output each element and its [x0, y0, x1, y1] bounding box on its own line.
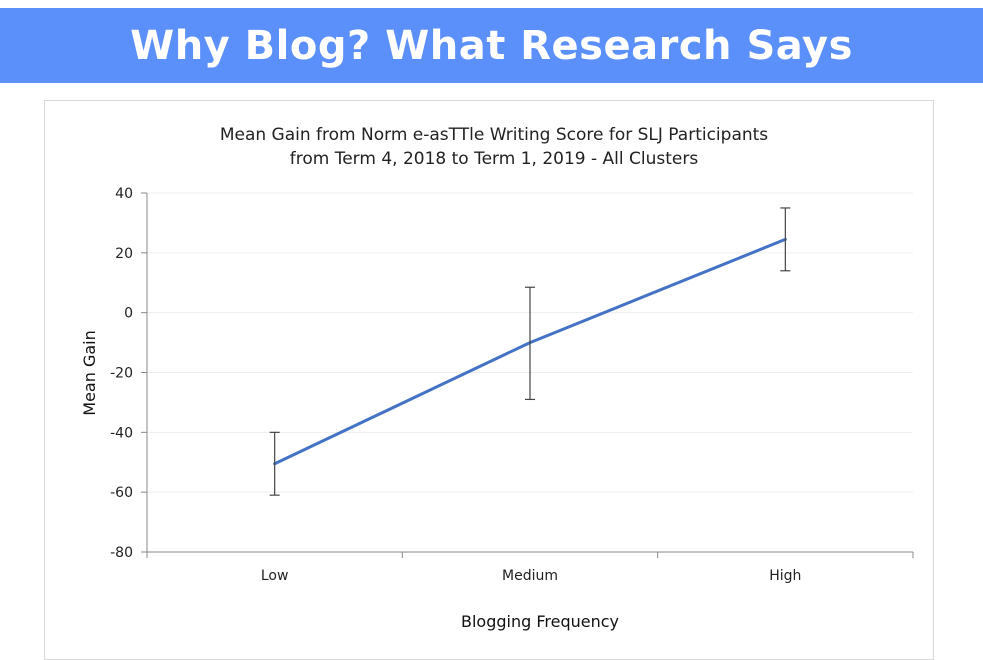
series-layer [270, 208, 791, 495]
y-tick-label: -80 [110, 545, 133, 561]
y-tick-label: 20 [115, 246, 133, 262]
y-axis-label: Mean Gain [80, 330, 99, 415]
y-tick-label: 0 [124, 306, 133, 322]
y-tick-label: -60 [110, 485, 133, 501]
y-tick-labels: 40 20 0 -20 -40 -60 -80 [110, 186, 133, 561]
chart-title-line-2: from Term 4, 2018 to Term 1, 2019 - All … [290, 149, 699, 169]
x-axis-label: Blogging Frequency [461, 612, 619, 631]
axes [141, 193, 913, 558]
x-tick-label: Medium [502, 568, 558, 584]
y-tick-label: -20 [110, 366, 133, 382]
x-tick-labels: Low Medium High [261, 568, 802, 584]
x-tick-label: High [769, 568, 801, 584]
x-tick-label: Low [261, 568, 289, 584]
chart-title-line-1: Mean Gain from Norm e-asTTle Writing Sco… [220, 125, 768, 145]
y-tick-label: 40 [115, 186, 133, 202]
y-tick-label: -40 [110, 425, 133, 441]
